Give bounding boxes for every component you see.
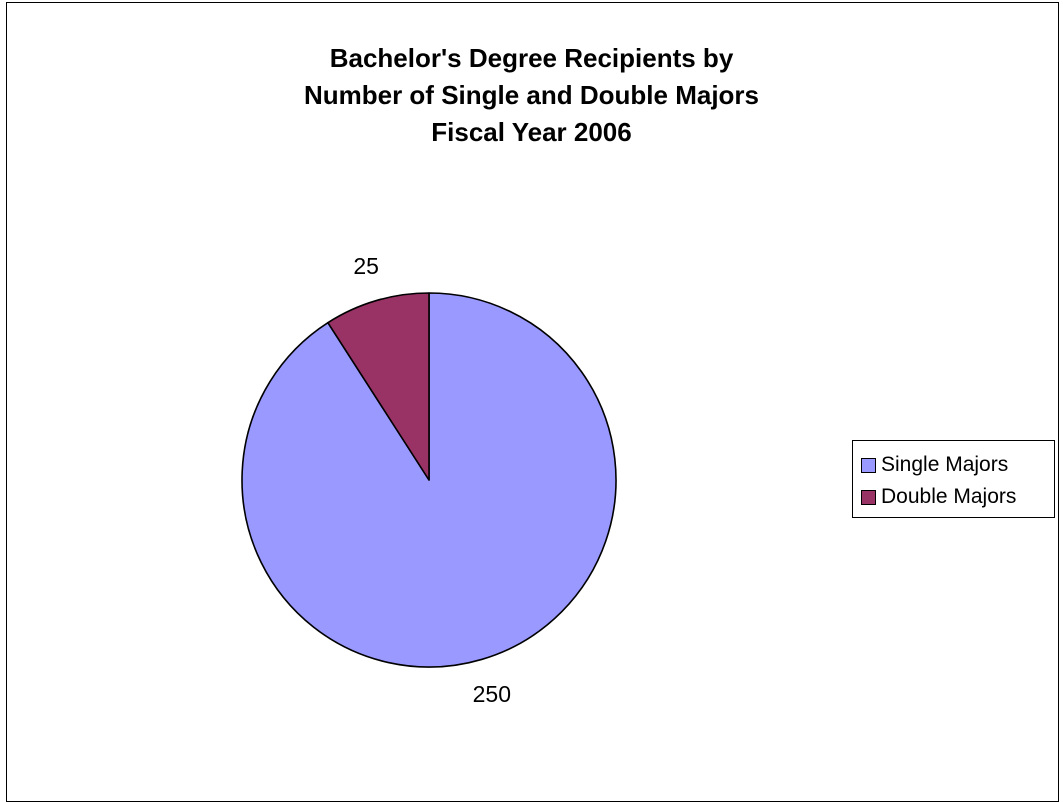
chart-title: Bachelor's Degree Recipients by Number o… [0, 40, 1063, 151]
data-label-single-majors: 250 [473, 681, 511, 707]
chart-title-line-2: Number of Single and Double Majors [303, 80, 760, 110]
legend-item-single-majors: Single Majors [861, 451, 1008, 479]
chart-title-line-3: Fiscal Year 2006 [431, 117, 632, 147]
legend-label-double-majors: Double Majors [881, 485, 1017, 508]
legend: Single Majors Double Majors [852, 440, 1055, 518]
pie-slice-double-majors [327, 292, 430, 481]
chart-title-line-1: Bachelor's Degree Recipients by [329, 43, 734, 73]
pie-slices [241, 292, 617, 668]
legend-swatch-single-majors [861, 457, 876, 473]
pie-data-labels: 250 25 [353, 253, 511, 707]
legend-item-double-majors: Double Majors [861, 483, 1016, 511]
legend-label-single-majors: Single Majors [881, 453, 1009, 476]
data-label-double-majors: 25 [353, 253, 379, 279]
legend-swatch-double-majors [861, 489, 876, 505]
